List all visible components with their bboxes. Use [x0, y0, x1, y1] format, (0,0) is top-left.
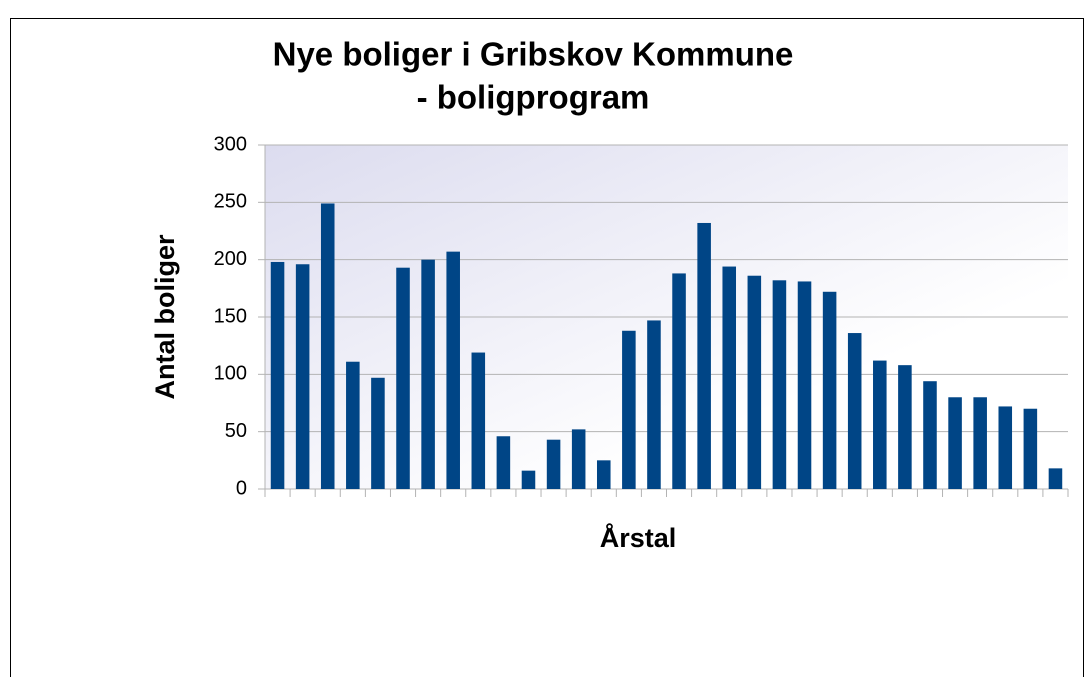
y-axis-label: Antal boliger: [150, 234, 180, 399]
y-tick-label: 50: [225, 420, 247, 442]
bar: [797, 281, 812, 489]
y-tick-label: 250: [214, 191, 247, 213]
chart-subtitle: - boligprogram: [417, 79, 650, 116]
bar: [446, 251, 460, 489]
y-tick-label: 300: [214, 133, 247, 155]
bar: [471, 352, 486, 489]
y-tick-label: 0: [236, 477, 247, 499]
bar: [1023, 408, 1038, 489]
bar: [596, 460, 611, 489]
bar: [622, 330, 636, 489]
bar: [371, 377, 385, 489]
bar: [270, 261, 285, 489]
bar: [346, 361, 360, 489]
bar: [496, 436, 511, 489]
x-axis-label: Årstal: [600, 522, 677, 553]
bar: [822, 291, 837, 489]
bar: [923, 381, 937, 489]
bar: [571, 429, 586, 489]
y-tick-label: 200: [214, 248, 247, 270]
bar: [521, 470, 536, 489]
bar: [672, 273, 686, 489]
bar: [647, 320, 661, 489]
bar: [697, 222, 711, 489]
bar: [873, 360, 887, 489]
bar: [295, 264, 310, 489]
bar: [948, 397, 962, 489]
bar: [546, 439, 561, 489]
bar: [722, 266, 737, 489]
bar: [898, 365, 912, 489]
bar: [1048, 468, 1063, 489]
y-tick-label: 150: [214, 305, 247, 327]
bar: [973, 397, 987, 489]
bar: [772, 280, 787, 489]
bar: [421, 259, 435, 489]
bar: [747, 275, 762, 489]
bar: [998, 406, 1013, 489]
bar: [847, 333, 862, 489]
bar: [396, 267, 410, 489]
y-tick-label: 100: [214, 363, 247, 385]
chart-title: Nye boliger i Gribskov Kommune: [273, 36, 794, 73]
bar: [320, 203, 335, 490]
